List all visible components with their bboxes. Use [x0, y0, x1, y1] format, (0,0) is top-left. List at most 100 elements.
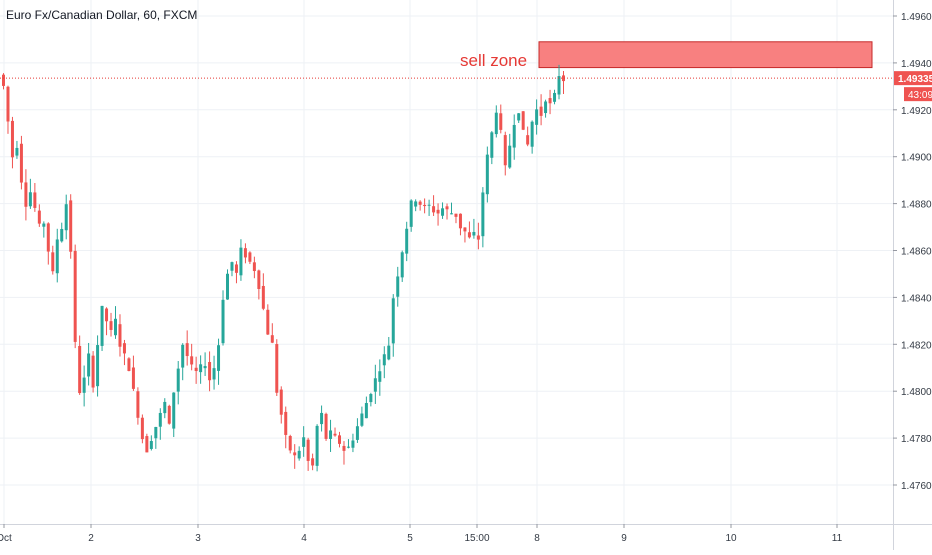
price-tag-label: 1.49335 — [898, 74, 932, 85]
candle-body — [230, 262, 234, 271]
candle-body — [302, 437, 306, 447]
candle-body — [485, 154, 489, 195]
candle-body — [320, 412, 324, 425]
candle-body — [454, 213, 458, 217]
candle-body — [136, 391, 140, 418]
candle-body — [69, 200, 73, 252]
candle-body — [96, 345, 100, 387]
candle-body — [275, 344, 279, 393]
sell-zone-label: sell zone — [460, 51, 527, 70]
candle-body — [199, 364, 203, 373]
candle-body — [154, 426, 158, 439]
candle-body — [64, 204, 68, 231]
candle-body — [78, 345, 82, 394]
candle-body — [418, 201, 422, 205]
candle-body — [140, 417, 144, 440]
candle-body — [490, 132, 494, 158]
candle-body — [450, 213, 453, 215]
candle-body — [203, 366, 207, 369]
candle-body — [494, 112, 498, 135]
candle-body — [512, 124, 516, 148]
candle-body — [131, 367, 135, 389]
candle-body — [60, 228, 64, 242]
candle-body — [427, 204, 431, 206]
x-tick-label: 4 — [301, 533, 307, 544]
candle-body — [445, 206, 449, 210]
x-tick-label: 10 — [725, 533, 737, 544]
candle-body — [234, 264, 238, 273]
candle-body — [481, 192, 485, 237]
y-tick-label: 1.49000 — [901, 153, 932, 164]
candle-body — [181, 344, 185, 368]
candle-body — [163, 401, 167, 414]
candle-body — [517, 113, 521, 121]
x-tick-label: 15:00 — [464, 533, 489, 544]
candle-body — [73, 250, 77, 342]
candle-body — [221, 299, 225, 344]
candle-body — [391, 298, 395, 344]
candle-body — [55, 239, 59, 274]
candle-body — [87, 353, 91, 377]
candle-body — [503, 135, 507, 166]
candle-body — [548, 98, 552, 104]
candle-body — [508, 145, 512, 168]
candle-body — [499, 113, 503, 130]
candle-body — [378, 371, 382, 382]
candle-body — [342, 445, 346, 451]
x-tick-label: 2 — [88, 533, 94, 544]
x-tick-label: 3 — [195, 533, 201, 544]
candle-body — [266, 309, 270, 335]
y-tick-label: 1.49200 — [901, 106, 932, 117]
candle-body — [369, 394, 373, 403]
candle-body — [557, 76, 561, 95]
current-price-line: 1.49335 43:09 — [0, 71, 932, 102]
candle-body — [387, 345, 391, 360]
candle-body — [436, 209, 440, 214]
candle-body — [261, 285, 265, 309]
candle-body — [212, 368, 216, 380]
y-tick-label: 1.48400 — [901, 293, 932, 304]
candle-body — [544, 101, 548, 114]
candle-body — [553, 92, 557, 102]
candle-body — [82, 377, 86, 393]
y-tick-label: 1.48000 — [901, 387, 932, 398]
candle-body — [530, 121, 534, 147]
candle-body — [145, 436, 149, 453]
candle-body — [105, 308, 109, 322]
candle-body — [315, 425, 319, 466]
candle-body — [333, 433, 337, 436]
y-tick-label: 1.49600 — [901, 12, 932, 23]
candle-body — [51, 252, 55, 272]
candles — [2, 64, 565, 472]
candle-body — [360, 413, 364, 426]
candle-body — [324, 413, 328, 439]
candle-body — [208, 361, 212, 381]
candle-body — [100, 305, 104, 346]
candle-body — [122, 343, 126, 354]
candle-body — [463, 227, 467, 232]
candle-body — [114, 318, 117, 336]
candle-body — [127, 358, 131, 372]
candle-body — [172, 392, 176, 429]
candle-body — [284, 411, 288, 435]
candle-body — [355, 426, 359, 440]
countdown-label: 43:09 — [908, 90, 932, 101]
candle-body — [243, 248, 247, 258]
candle-body — [405, 228, 409, 254]
candle-body — [472, 231, 476, 236]
candle-body — [42, 223, 46, 227]
candle-body — [6, 86, 10, 122]
candle-body — [373, 378, 377, 392]
candle-body — [158, 412, 162, 427]
y-tick-label: 1.48800 — [901, 200, 932, 211]
candle-body — [338, 435, 341, 444]
candle-body — [539, 106, 543, 116]
candle-body — [37, 210, 41, 224]
candle-body — [351, 440, 355, 448]
candle-body — [396, 276, 400, 297]
sell-zone-box — [538, 41, 873, 69]
candle-body — [270, 335, 274, 343]
candle-body — [409, 200, 413, 227]
candle-body — [476, 235, 480, 240]
